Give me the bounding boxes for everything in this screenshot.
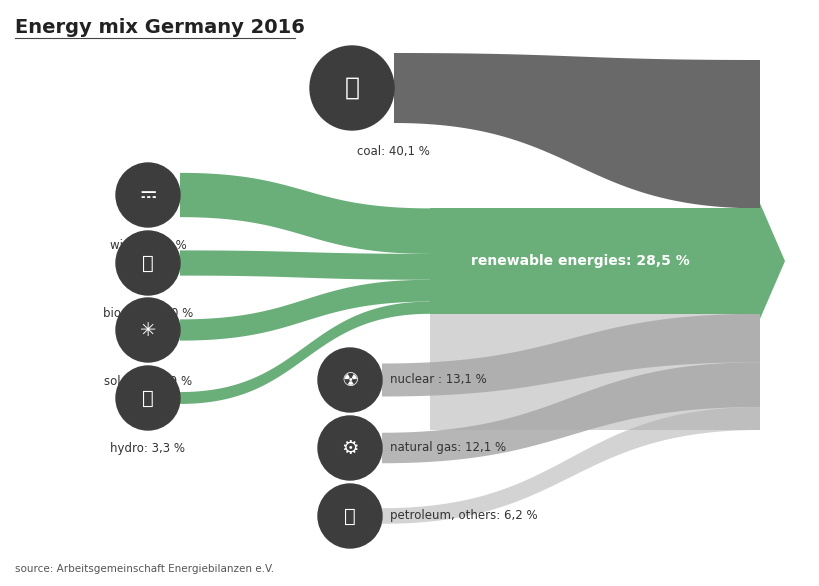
Polygon shape	[759, 203, 784, 319]
Text: nuclear : 13,1 %: nuclear : 13,1 %	[390, 373, 486, 387]
Text: petroleum, others: 6,2 %: petroleum, others: 6,2 %	[390, 509, 537, 523]
Text: ☢: ☢	[341, 370, 359, 390]
Text: renewable energies: 28,5 %: renewable energies: 28,5 %	[470, 254, 689, 268]
Text: source: Arbeitsgemeinschaft Energiebilanzen e.V.: source: Arbeitsgemeinschaft Energiebilan…	[15, 564, 274, 574]
Circle shape	[115, 231, 180, 295]
Polygon shape	[429, 209, 759, 314]
Text: ✳: ✳	[140, 321, 156, 339]
Circle shape	[310, 46, 393, 130]
Polygon shape	[382, 407, 759, 524]
Text: 💧: 💧	[142, 389, 154, 407]
Text: solar/PV: 5,9 %: solar/PV: 5,9 %	[104, 374, 192, 387]
Circle shape	[115, 366, 180, 430]
Text: biomass: 7,0 %: biomass: 7,0 %	[102, 307, 193, 320]
Polygon shape	[180, 173, 429, 254]
Circle shape	[318, 484, 382, 548]
Text: Energy mix Germany 2016: Energy mix Germany 2016	[15, 18, 305, 37]
Circle shape	[318, 416, 382, 480]
Text: coal: 40,1 %: coal: 40,1 %	[356, 145, 429, 158]
Text: 🚃: 🚃	[344, 76, 359, 100]
Polygon shape	[180, 302, 429, 404]
Text: 𝌁: 𝌁	[139, 186, 156, 205]
Text: 🔥: 🔥	[344, 506, 355, 526]
Text: wind: 12,3 %: wind: 12,3 %	[110, 239, 186, 252]
Polygon shape	[382, 314, 759, 397]
Polygon shape	[180, 250, 429, 280]
Text: hydro: 3,3 %: hydro: 3,3 %	[111, 442, 185, 455]
Polygon shape	[393, 53, 759, 209]
Polygon shape	[382, 362, 759, 464]
Text: natural gas: 12,1 %: natural gas: 12,1 %	[390, 441, 505, 455]
Circle shape	[115, 163, 180, 227]
Polygon shape	[429, 314, 759, 430]
Text: 🌿: 🌿	[142, 254, 154, 272]
Circle shape	[115, 298, 180, 362]
Circle shape	[318, 348, 382, 412]
Polygon shape	[180, 280, 429, 340]
Text: ⚙: ⚙	[341, 438, 359, 458]
